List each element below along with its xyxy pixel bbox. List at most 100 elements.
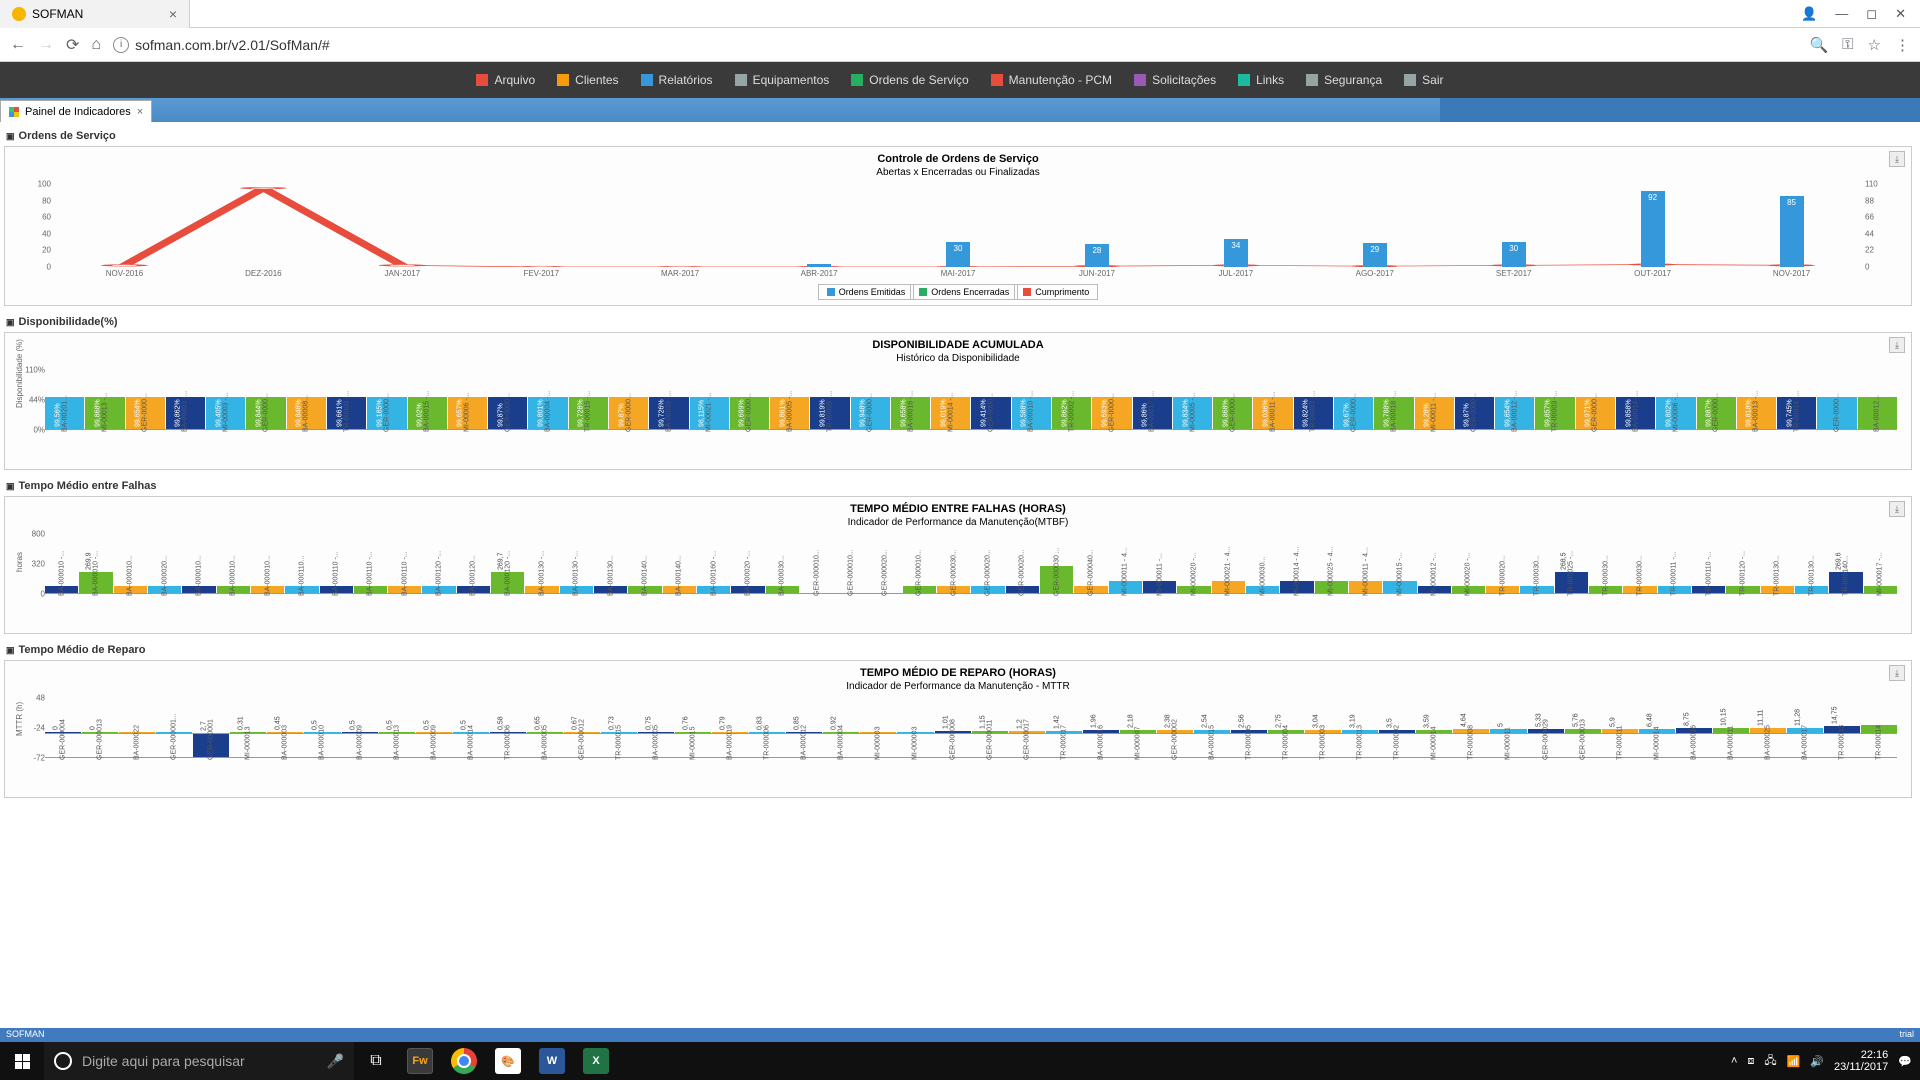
tray-clock[interactable]: 22:16 23/11/2017 [1834,1049,1888,1073]
status-right: trial [1899,1029,1914,1041]
chart1-legend: Ordens EmitidasOrdens EncerradasCumprime… [15,283,1901,301]
menu-links[interactable]: Links [1238,73,1284,87]
panel2: ⤓ DISPONIBILIDADE ACUMULADA Histórico da… [4,332,1912,470]
menu-icon [1404,74,1416,86]
app-paint[interactable]: 🎨 [486,1042,530,1080]
status-left: SOFMAN [6,1029,45,1041]
address-bar[interactable]: i sofman.com.br/v2.01/SofMan/# [113,37,1797,53]
window-controls: 👤 — ◻ ✕ [1801,6,1920,22]
app-excel[interactable]: X [574,1042,618,1080]
address-row: ← → ⟳ ⌂ i sofman.com.br/v2.01/SofMan/# 🔍… [0,28,1920,62]
worktab-close-icon[interactable]: × [137,106,143,118]
home-icon[interactable]: ⌂ [91,36,101,54]
menu-clientes[interactable]: Clientes [557,73,618,87]
minimize-icon[interactable]: — [1835,6,1848,22]
menu-icon [1134,74,1146,86]
maximize-icon[interactable]: ◻ [1866,6,1877,22]
panel3-header[interactable]: ▣Tempo Médio entre Falhas [4,476,1912,496]
menu-sair[interactable]: Sair [1404,73,1443,87]
chart1-bar: 92 [1641,191,1665,267]
menu-icon [641,74,653,86]
panel1-subtitle: Abertas x Encerradas ou Finalizadas [15,167,1901,178]
app-fw[interactable]: Fw [398,1042,442,1080]
tray-dropbox-icon[interactable]: ⧈ [1747,1055,1754,1068]
chart1-bar: 30 [946,242,970,267]
panel4-header[interactable]: ▣Tempo Médio de Reparo [4,640,1912,660]
tray-notification-icon[interactable]: 💬 [1898,1055,1912,1068]
back-icon[interactable]: ← [10,36,26,54]
panel3-download-icon[interactable]: ⤓ [1889,501,1905,517]
tab-close-icon[interactable]: × [169,6,177,22]
tray-wifi-icon[interactable]: 📶 [1787,1055,1801,1068]
panel2-title: DISPONIBILIDADE ACUMULADA [15,339,1901,351]
menu-manuten-o-pcm[interactable]: Manutenção - PCM [991,73,1112,87]
chart1-bar: 85 [1780,196,1804,267]
chart1: 100806040200 110886644220 43028342930928… [15,184,1901,279]
chart1-bar: 29 [1363,243,1387,267]
browser-titlebar: SOFMAN × 👤 — ◻ ✕ [0,0,1920,28]
menu-arquivo[interactable]: Arquivo [476,73,535,87]
chart1-bar: 4 [807,264,831,267]
start-button[interactable] [0,1042,44,1080]
tray-chevron-icon[interactable]: ˄ [1731,1055,1737,1067]
menu-icon [851,74,863,86]
mic-icon[interactable]: 🎤 [327,1053,344,1070]
app-word[interactable]: W [530,1042,574,1080]
panel2-download-icon[interactable]: ⤓ [1889,337,1905,353]
panel2-header[interactable]: ▣Disponibilidade(%) [4,312,1912,332]
status-bar: SOFMAN trial [0,1028,1920,1042]
menu-icon [476,74,488,86]
panel2-subtitle: Histórico da Disponibilidade [15,353,1901,364]
worktab-icon [9,107,19,117]
browser-tab[interactable]: SOFMAN × [0,0,190,28]
close-window-icon[interactable]: ✕ [1895,6,1906,22]
key-icon[interactable]: ⚿ [1842,36,1853,54]
menu-relat-rios[interactable]: Relatórios [641,73,713,87]
reload-icon[interactable]: ⟳ [66,35,79,55]
menu-seguran-a[interactable]: Segurança [1306,73,1382,87]
panel4-subtitle: Indicador de Performance da Manutenção -… [15,681,1901,692]
app-menubar: Arquivo Clientes Relatórios Equipamentos Ord… [0,62,1920,98]
search-placeholder: Digite aqui para pesquisar [82,1053,245,1069]
menu-icon [1306,74,1318,86]
menu-ordens-de-servi-o[interactable]: Ordens de Serviço [851,73,968,87]
chart1-bar: 34 [1224,239,1248,267]
chart4: MTTR (h) 48-24-72 002,70,310,450,50,50,5… [15,698,1901,793]
panel1: ⤓ Controle de Ordens de Serviço Abertas … [4,146,1912,306]
panel3-title: TEMPO MÉDIO ENTRE FALHAS (HORAS) [15,503,1901,515]
forward-icon: → [38,36,54,54]
panel1-download-icon[interactable]: ⤓ [1889,151,1905,167]
app-chrome[interactable] [442,1042,486,1080]
chart1-bar: 28 [1085,244,1109,267]
chart1-bar: 30 [1502,242,1526,267]
user-icon[interactable]: 👤 [1801,6,1817,22]
chart3: horas 8003200 269,9269,7268,5269,6 BA-00… [15,534,1901,629]
menu-icon[interactable]: ⋮ [1895,36,1910,54]
taskbar-search[interactable]: Digite aqui para pesquisar 🎤 [44,1042,354,1080]
menu-icon [991,74,1003,86]
star-icon[interactable]: ☆ [1868,36,1881,54]
panel1-title: Controle de Ordens de Serviço [15,153,1901,165]
worktab-painel[interactable]: Painel de Indicadores × [0,100,152,122]
taskview-icon[interactable]: ⧉ [354,1042,398,1080]
worktab-label: Painel de Indicadores [25,106,131,118]
favicon [12,7,26,21]
site-info-icon[interactable]: i [113,37,129,53]
menu-icon [557,74,569,86]
panel1-header[interactable]: ▣Ordens de Serviço [4,126,1912,146]
content-area: ▣Ordens de Serviço ⤓ Controle de Ordens … [0,122,1920,1042]
menu-icon [1238,74,1250,86]
zoom-icon[interactable]: 🔍 [1809,36,1828,54]
taskbar: Digite aqui para pesquisar 🎤 ⧉ Fw 🎨 W X … [0,1042,1920,1080]
menu-equipamentos[interactable]: Equipamentos [735,73,830,87]
tray-volume-icon[interactable]: 🔊 [1810,1055,1824,1068]
system-tray: ˄ ⧈ 🖧 📶 🔊 22:16 23/11/2017 💬 [1731,1049,1920,1073]
panel4-download-icon[interactable]: ⤓ [1889,665,1905,681]
panel4-title: TEMPO MÉDIO DE REPARO (HORAS) [15,667,1901,679]
chart2: Disponibilidade (%) 110%44%0% 99,56%99,8… [15,370,1901,465]
tray-network-icon[interactable]: 🖧 [1764,1052,1776,1071]
tab-title: SOFMAN [32,7,83,21]
panel3: ⤓ TEMPO MÉDIO ENTRE FALHAS (HORAS) Indic… [4,496,1912,634]
menu-solicita-es[interactable]: Solicitações [1134,73,1216,87]
url-text: sofman.com.br/v2.01/SofMan/# [135,37,330,53]
